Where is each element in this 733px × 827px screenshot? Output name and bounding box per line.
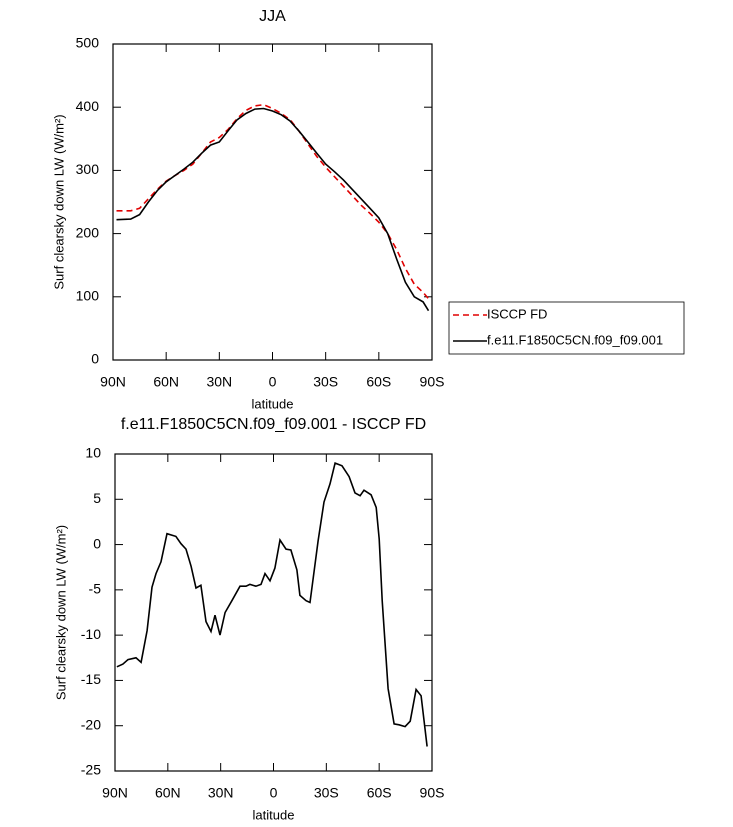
x-axis-label: latitude xyxy=(252,396,294,411)
legend-label: f.e11.F1850C5CN.f09_f09.001 xyxy=(487,332,663,347)
x-tick-label: 60N xyxy=(155,785,181,801)
y-tick-label: 5 xyxy=(93,490,101,506)
chart-title: JJA xyxy=(259,8,286,25)
x-tick-label: 60S xyxy=(366,374,391,390)
y-axis-label: Surf clearsky down LW (W/m²) xyxy=(53,525,68,700)
x-tick-label: 30S xyxy=(314,785,339,801)
x-tick-label: 30N xyxy=(208,785,234,801)
y-tick-label: 300 xyxy=(76,161,100,177)
x-tick-label: 0 xyxy=(270,785,278,801)
y-tick-label: 0 xyxy=(93,535,101,551)
y-tick-label: 10 xyxy=(85,445,101,461)
x-tick-label: 90S xyxy=(420,785,445,801)
y-tick-label: -5 xyxy=(89,581,102,597)
legend-box xyxy=(448,301,685,355)
data-line xyxy=(116,103,430,300)
y-axis-label: Surf clearsky down LW (W/m²) xyxy=(51,114,66,289)
y-tick-label: 100 xyxy=(76,288,100,304)
y-tick-label: -10 xyxy=(81,626,101,642)
y-tick-label: 0 xyxy=(91,351,99,367)
y-tick-label: -25 xyxy=(81,762,101,778)
x-tick-label: 90S xyxy=(420,374,445,390)
y-tick-label: -20 xyxy=(81,716,101,732)
plot-frame xyxy=(112,43,433,361)
x-tick-label: 90N xyxy=(102,785,128,801)
plot-frame xyxy=(114,453,433,772)
legend-label: ISCCP FD xyxy=(487,306,547,321)
y-tick-label: 200 xyxy=(76,224,100,240)
y-tick-label: 500 xyxy=(76,35,100,51)
x-tick-label: 0 xyxy=(269,374,277,390)
x-tick-label: 90N xyxy=(100,374,126,390)
x-tick-label: 30N xyxy=(206,374,232,390)
x-tick-label: 60N xyxy=(153,374,179,390)
x-tick-label: 30S xyxy=(313,374,338,390)
data-line xyxy=(116,462,428,747)
y-tick-label: 400 xyxy=(76,98,100,114)
chart-title: f.e11.F1850C5CN.f09_f09.001 - ISCCP FD xyxy=(121,416,426,433)
y-tick-label: -15 xyxy=(81,671,101,687)
x-tick-label: 60S xyxy=(367,785,392,801)
x-axis-label: latitude xyxy=(253,807,295,822)
data-line xyxy=(116,107,430,312)
